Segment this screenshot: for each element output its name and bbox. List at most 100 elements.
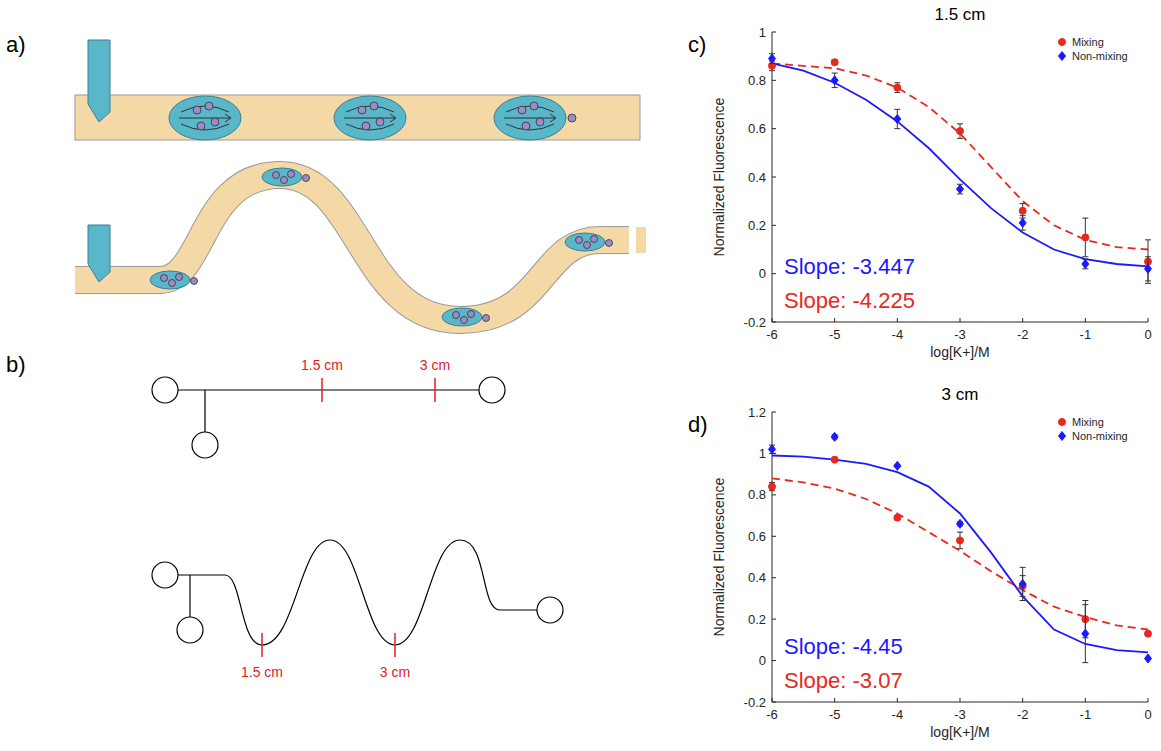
particle [483,315,490,322]
error-bar [1082,259,1088,269]
particle [461,317,468,324]
x-tick-label: -5 [829,707,841,722]
flow-arrow [346,106,394,130]
particle [205,102,213,110]
y-tick-label: 0 [759,653,766,668]
chart-title: 3 cm [942,385,979,404]
y-tick-label: 0.2 [748,218,766,233]
error-bar [894,109,900,128]
data-point [769,445,776,454]
y-tick-label: 0.4 [748,570,766,585]
particle [584,242,591,249]
position-label: 3 cm [420,357,450,373]
data-point [894,84,901,91]
particle [191,278,198,285]
channel-line [178,540,537,645]
data-point [1145,654,1152,663]
chart-title: 1.5 cm [934,5,985,24]
y-tick [772,577,776,578]
particle [591,236,598,243]
fit-line [772,478,1148,629]
particle [273,172,280,179]
error-bar [769,445,775,453]
data-point [957,185,964,194]
x-tick [960,698,961,702]
error-bar [894,83,900,93]
x-tick-label: -1 [1080,707,1092,722]
y-tick-label: 0.4 [748,170,766,185]
flow-arrow [181,106,229,130]
legend-label: Non-mixing [1072,50,1128,62]
x-tick [834,318,835,322]
data-point [894,514,901,521]
x-tick [1148,698,1149,702]
data-point [957,537,964,544]
y-tick-label: 1 [759,25,766,40]
serpentine-channel-edge [75,175,640,320]
y-tick [772,536,776,537]
y-tick-label: -0.2 [744,315,766,330]
x-tick-label: -2 [1017,707,1029,722]
reservoir [537,597,563,623]
data-point [1019,207,1026,214]
x-tick [1022,698,1023,702]
data-point [1082,260,1089,269]
y-tick [772,273,776,274]
particle [193,106,201,114]
x-tick-label: 0 [1144,327,1151,342]
data-point [769,54,776,63]
injector [88,40,110,122]
error-bar [1145,257,1151,281]
flow-arrow [506,106,554,130]
droplet [494,96,566,140]
data-point [831,76,838,85]
y-tick [772,177,776,178]
y-tick [772,128,776,129]
legend: MixingNon-mixing [1059,36,1128,62]
x-axis-title: log[K+]/M [930,344,990,360]
error-bar [957,124,963,138]
droplet [262,168,302,186]
data-point [957,519,964,528]
legend-marker [1059,419,1066,426]
x-tick [772,698,773,702]
y-axis-title: Normalized Fluorescence [711,97,727,256]
x-tick [1085,698,1086,702]
y-tick [772,660,776,661]
particle [281,177,288,184]
y-tick [772,412,776,413]
data-point [1082,234,1089,241]
position-marker [394,633,396,657]
panel-label: a) [6,32,26,57]
panel-label: b) [6,352,26,377]
x-tick [1148,318,1149,322]
y-tick [772,702,776,703]
y-tick-label: 0.8 [748,487,766,502]
y-tick-label: 0.6 [748,529,766,544]
plot-marks [769,54,1152,284]
straight-channel [75,95,640,140]
channel-line [178,390,479,432]
x-tick [897,698,898,702]
fit-line [772,456,1148,653]
x-tick-label: -6 [766,327,778,342]
plot-marks [769,432,1152,663]
flow-arrow [504,114,556,122]
data-point [894,115,901,124]
legend-marker [1059,39,1066,46]
x-axis-title: log[K+]/M [930,724,990,740]
particle [370,102,378,110]
legend-marker [1059,52,1066,61]
error-bar [769,482,775,490]
injector [88,225,110,282]
y-tick [772,80,776,81]
y-tick-label: 1 [759,446,766,461]
x-tick-label: 0 [1144,707,1151,722]
x-tick-label: -2 [1017,327,1029,342]
droplet [169,96,241,140]
data-point [1082,629,1089,638]
particle [568,114,576,122]
position-marker [261,633,263,657]
particle [176,274,183,281]
data-point [831,456,838,463]
